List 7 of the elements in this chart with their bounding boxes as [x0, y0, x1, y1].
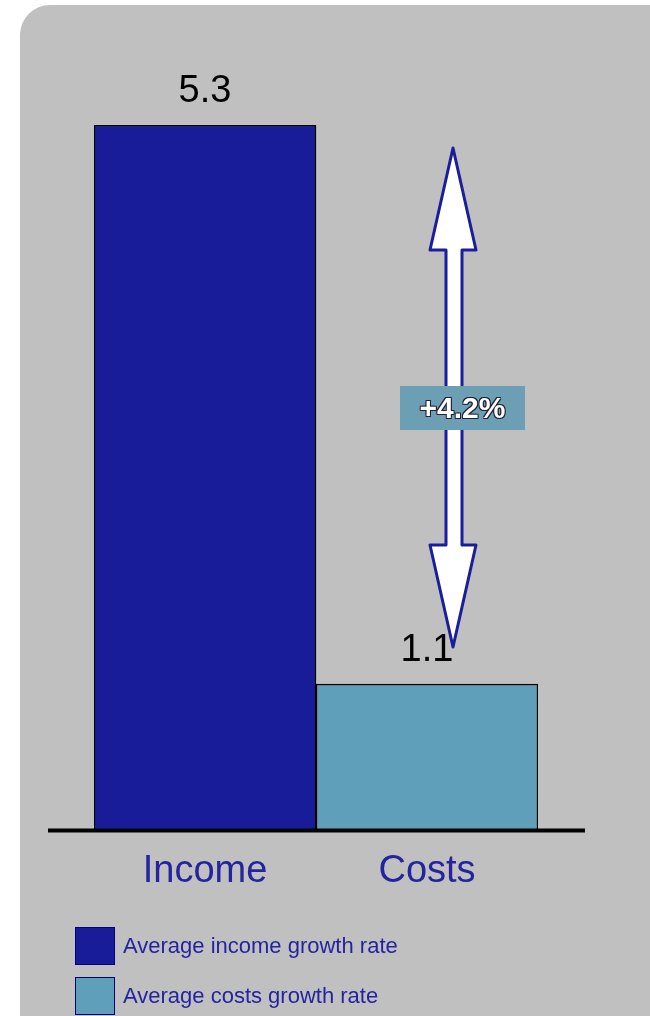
legend-label: Average costs growth rate: [123, 983, 379, 1009]
data-label: 5.3: [178, 68, 232, 111]
annotation: +4.2%: [400, 386, 525, 430]
x-tick-label: Income: [142, 847, 268, 890]
x-tick-label: Costs: [378, 847, 476, 890]
legend-label: Average income growth rate: [123, 933, 398, 959]
data-label: 1.1: [400, 627, 454, 670]
